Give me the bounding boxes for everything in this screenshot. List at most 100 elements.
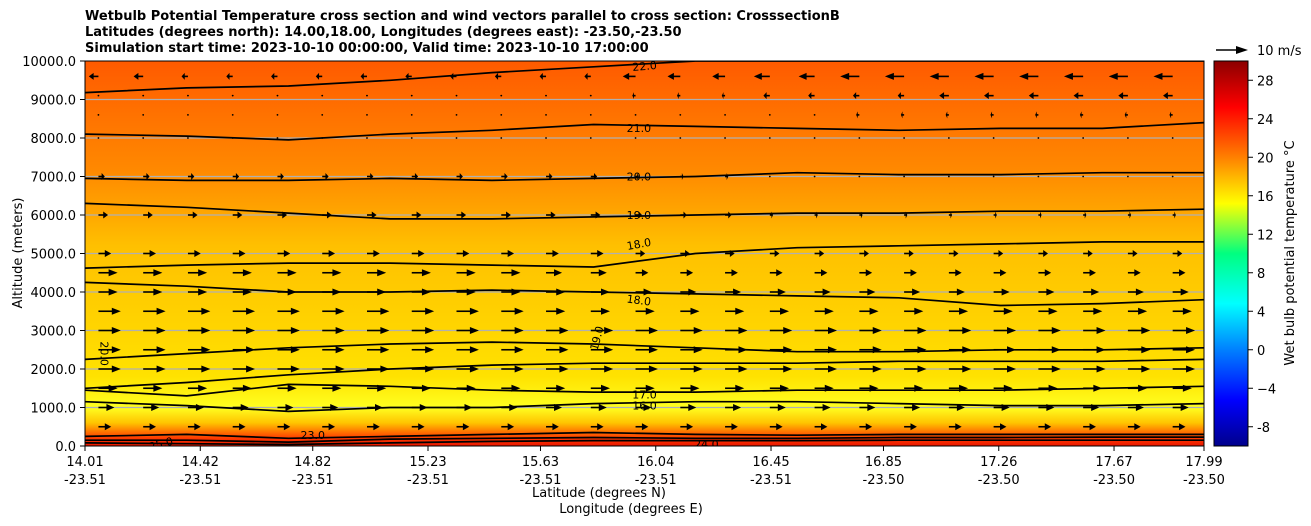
wind-vector-head: [645, 307, 655, 315]
wind-vector-head: [156, 327, 166, 334]
wind-vector-head: [156, 365, 166, 373]
wind-vector-head: [1007, 365, 1017, 373]
x-tick-label-lat: 17.26: [980, 455, 1017, 470]
x-tick-label-lat: 17.99: [1185, 455, 1222, 470]
wind-vector-head: [917, 346, 927, 354]
wind-vector-head: [104, 250, 112, 257]
wind-vector-head: [852, 92, 857, 100]
wind-vector-head: [195, 404, 204, 411]
wind-vector-head: [287, 269, 297, 277]
wind-vector-head: [953, 250, 959, 257]
wind-vector-head: [1186, 327, 1196, 334]
wind-vector: [903, 175, 906, 178]
wind-vector-head: [461, 211, 467, 219]
colorbar-tick-label: 24: [1257, 113, 1274, 128]
x-tick-label-lat: 16.04: [637, 455, 674, 470]
wind-vector-head: [584, 72, 588, 80]
wind-vector-head: [897, 92, 901, 100]
contour-label: 18.0: [626, 292, 652, 308]
wind-vector-head: [1182, 384, 1192, 392]
wind-vector-head: [1180, 404, 1189, 411]
wind-vector: [589, 94, 592, 97]
wind-vector-head: [405, 72, 409, 80]
x-tick-label-lat: 14.82: [294, 455, 331, 470]
wind-vector: [231, 137, 234, 139]
wind-vector: [634, 137, 637, 139]
wind-vector: [768, 175, 771, 178]
wind-vector-head: [246, 307, 256, 315]
wind-vector-head: [641, 423, 649, 431]
colorbar-tick-label: 12: [1257, 228, 1274, 243]
wind-vector-head: [990, 111, 993, 119]
wind-vector-head: [108, 384, 118, 392]
wind-vector-head: [507, 423, 515, 431]
wind-vector-head: [149, 250, 156, 257]
wind-vector-head: [1003, 384, 1013, 392]
wind-vector-head: [242, 288, 252, 296]
wind-vector-head: [867, 404, 876, 411]
colorbar: [1213, 60, 1249, 447]
wind-vector-head: [1132, 250, 1138, 257]
contour-label: 19.0: [627, 209, 652, 222]
wind-vector-head: [686, 423, 694, 431]
wind-vector-head: [884, 72, 894, 80]
wind-vector-head: [1153, 72, 1163, 80]
wind-vector-head: [929, 72, 939, 80]
wind-vector-head: [181, 72, 185, 80]
wind-vector: [679, 137, 682, 139]
wind-vector-head: [1089, 423, 1096, 431]
x-tick-label-lon: -23.50: [1183, 473, 1225, 488]
x-tick-label-lon: -23.51: [179, 473, 221, 488]
wind-vector-head: [688, 404, 697, 411]
wind-vector-head: [111, 365, 121, 373]
wind-vector-head: [147, 211, 153, 219]
colorbar-tick-label: 0: [1257, 344, 1265, 359]
contour-line-21.0: [85, 121, 1204, 141]
wind-vector-head: [287, 288, 297, 296]
wind-vector: [992, 175, 995, 178]
y-tick-label: 9000.0: [31, 94, 77, 109]
x-tick-label-lon: -23.51: [292, 473, 334, 488]
wind-vector: [768, 114, 771, 116]
x-tick-label-lat: 15.63: [522, 455, 559, 470]
wind-vector: [142, 94, 145, 97]
wind-vector: [500, 114, 503, 116]
wind-vector-head: [867, 288, 876, 296]
contour-label: 16.0: [632, 400, 657, 413]
wind-vector-head: [469, 346, 479, 354]
wind-vector-head: [910, 269, 917, 277]
wind-vector: [947, 137, 950, 139]
wind-vector-head: [373, 250, 380, 257]
colorbar-tick-label: 20: [1257, 151, 1274, 166]
wind-vector-head: [370, 173, 374, 180]
x-tick-label-lat: 17.67: [1095, 455, 1132, 470]
wind-vector-head: [514, 365, 524, 373]
wind-vector-head: [514, 327, 524, 334]
wind-vector-head: [690, 307, 700, 315]
wind-vector-head: [1063, 72, 1073, 80]
y-tick-label: 2000.0: [31, 363, 77, 378]
wind-vector-head: [869, 307, 879, 315]
wind-vector-head: [290, 327, 300, 334]
wind-vector: [410, 94, 413, 97]
wind-vector-head: [917, 327, 927, 334]
wind-vector-head: [738, 365, 748, 373]
wind-vector-head: [677, 92, 679, 100]
wind-vector-head: [539, 72, 543, 80]
wind-vector-head: [1001, 288, 1010, 296]
wind-vector: [679, 114, 682, 116]
wind-vector-head: [146, 173, 150, 180]
wind-vector: [1082, 137, 1085, 139]
wind-vector-head: [1093, 307, 1103, 315]
x-tick-label-lon: -23.51: [520, 473, 562, 488]
wind-vector-head: [1180, 288, 1189, 296]
wind-vector-head: [416, 211, 422, 219]
wind-vector-head: [604, 346, 614, 354]
wind-vector-head: [418, 423, 425, 431]
wind-vector-head: [242, 269, 252, 277]
wind-vector-head: [421, 269, 431, 277]
wind-vector-head: [191, 173, 195, 180]
wind-vector-head: [1186, 365, 1196, 373]
wind-vector-head: [325, 173, 329, 180]
wind-vector-head: [735, 384, 745, 392]
